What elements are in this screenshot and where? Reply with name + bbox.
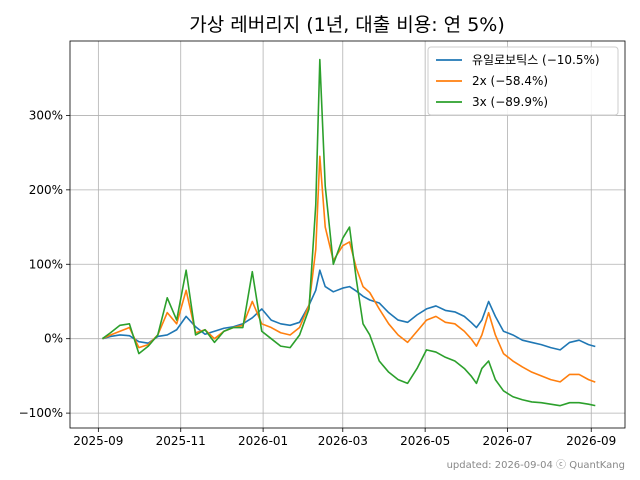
x-tick-label: 2026-09	[566, 434, 616, 448]
grid-lines	[70, 41, 625, 428]
x-axis: 2025-09 2025-11 2026-01 2026-03 2026-05 2026-…	[73, 428, 616, 448]
x-tick-label: 2026-07	[482, 434, 532, 448]
legend-label-2: 2x (−58.4%)	[472, 74, 548, 88]
x-tick-label: 2026-03	[318, 434, 368, 448]
y-tick-label: −100%	[19, 406, 63, 420]
x-tick-label: 2026-01	[238, 434, 288, 448]
series-line-1	[102, 269, 596, 351]
plot-frame	[69, 40, 626, 429]
series-lines	[101, 58, 596, 407]
chart-title: 가상 레버리지 (1년, 대출 비용: 연 5%)	[189, 14, 505, 36]
y-tick-label: 0%	[44, 332, 63, 346]
legend-label-1: 유일로보틱스 (−10.5%)	[472, 53, 600, 67]
legend: 유일로보틱스 (−10.5%) 2x (−58.4%) 3x (−89.9%)	[427, 46, 619, 116]
x-tick-label: 2025-09	[73, 434, 123, 448]
x-tick-label: 2025-11	[156, 434, 206, 448]
legend-box	[427, 46, 619, 116]
y-tick-label: 100%	[29, 257, 63, 271]
legend-label-3: 3x (−89.9%)	[472, 95, 548, 109]
y-tick-label: 300%	[29, 108, 63, 122]
y-tick-label: 200%	[29, 183, 63, 197]
footer-credit: updated: 2026-09-04 ⓒ QuantKang	[447, 459, 625, 471]
x-tick-label: 2026-05	[400, 434, 450, 448]
y-axis: −100% 0% 100% 200% 300%	[19, 108, 70, 420]
series-line-3	[101, 58, 596, 407]
